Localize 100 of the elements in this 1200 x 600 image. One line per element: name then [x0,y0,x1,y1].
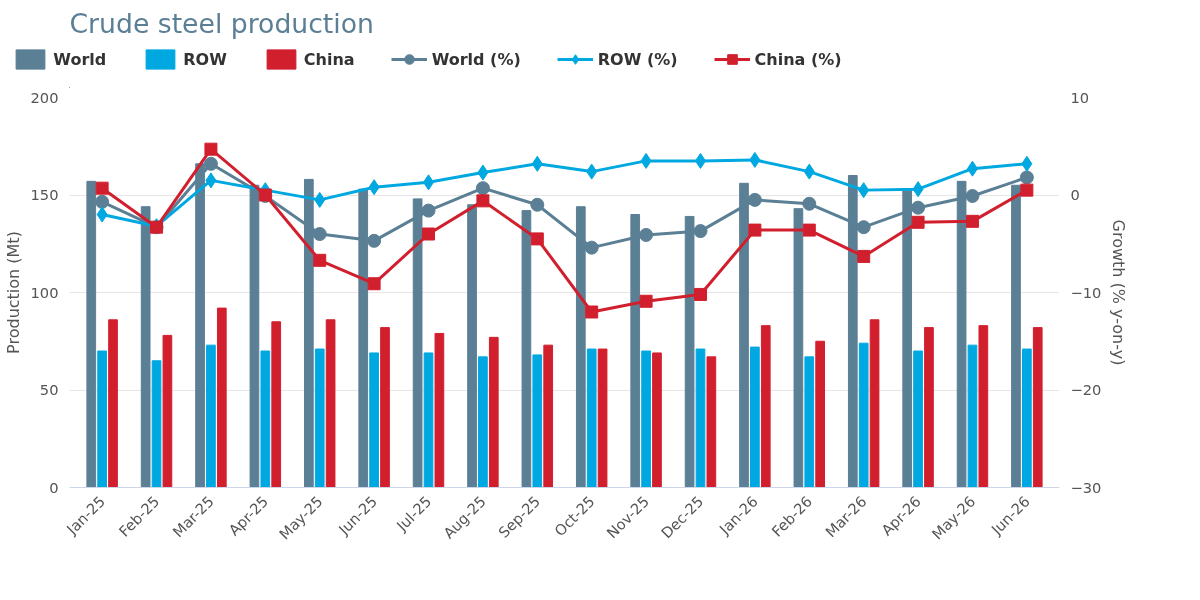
point [313,253,327,267]
bar [467,204,477,488]
point [693,287,707,301]
y2-tick-label: −10 [1070,283,1102,301]
point [475,181,490,196]
y2-tick-label: −30 [1070,478,1102,496]
legend-label: ROW [183,49,227,69]
bar [97,350,107,488]
bar [641,350,651,488]
y-tick-label: 0 [49,478,59,496]
point [802,196,817,211]
point [693,224,708,239]
bar [1032,327,1043,488]
bar [423,352,434,488]
point [423,174,435,191]
bar [597,348,608,488]
bar [325,319,336,488]
bar [434,332,445,488]
point [96,206,108,223]
bar [162,334,173,488]
legend-label: China [303,49,355,69]
point [857,249,871,263]
point [477,164,489,181]
point [1020,183,1034,197]
legend-label: ROW (%) [597,49,678,69]
y-tick-label: 50 [39,381,59,398]
point [530,232,544,246]
bar [478,356,488,488]
bar [815,340,826,488]
point [747,192,762,207]
point [748,223,762,237]
point [911,215,925,229]
bar [532,354,543,488]
point [586,163,598,180]
bar [869,319,880,488]
legend-label: World (%) [431,49,521,69]
point [476,194,490,208]
bar [967,344,978,488]
point [1021,155,1033,172]
point [530,197,545,212]
bar [1022,348,1032,488]
bar [858,342,869,488]
point [367,233,382,248]
point [965,214,979,228]
bar [271,321,282,488]
point [203,156,218,171]
bar [260,350,271,488]
bar [750,346,760,488]
point [584,240,599,255]
point [640,152,652,169]
legend-label: China (%) [754,49,842,69]
y2-tick-label: 10 [1070,88,1090,106]
bar [521,210,532,488]
point [966,160,978,177]
point [639,227,654,242]
bar [369,352,379,488]
y2-tick-label: −20 [1070,381,1102,398]
point [312,227,327,241]
point [585,305,599,319]
y2-axis-title: Growth (% y-on-y) [1109,219,1129,366]
point [367,277,381,291]
point [422,227,436,241]
point [531,155,543,172]
point [749,151,761,168]
bar [206,344,216,488]
point [694,152,706,169]
bar [380,327,390,488]
bar [695,348,706,488]
point [205,172,217,189]
y-axis-title: Production (Mt) [3,231,23,354]
bar [652,352,662,488]
bar [760,325,771,488]
point [639,294,653,308]
y-tick-label: 200 [30,88,59,106]
point [95,194,110,209]
bar [108,319,118,488]
point [368,179,380,196]
legend-label: World [53,49,107,69]
y2-tick-label: 0 [1070,186,1080,203]
bar [924,327,934,488]
point [421,203,436,218]
bar [488,336,499,488]
y-tick-label: 150 [30,186,59,203]
point [95,181,109,195]
bar [706,356,717,488]
point [911,200,926,215]
bar [216,307,227,488]
point [1019,170,1034,185]
bar [804,356,815,488]
bar [314,348,325,488]
y-tick-label: 100 [30,283,59,301]
point [912,181,924,198]
bar [978,325,989,488]
point [803,163,815,180]
point [204,142,218,156]
chart-title: Crude steel production [69,7,374,39]
bar [586,348,597,488]
bar [151,360,162,488]
point [858,182,870,199]
point [802,223,816,237]
